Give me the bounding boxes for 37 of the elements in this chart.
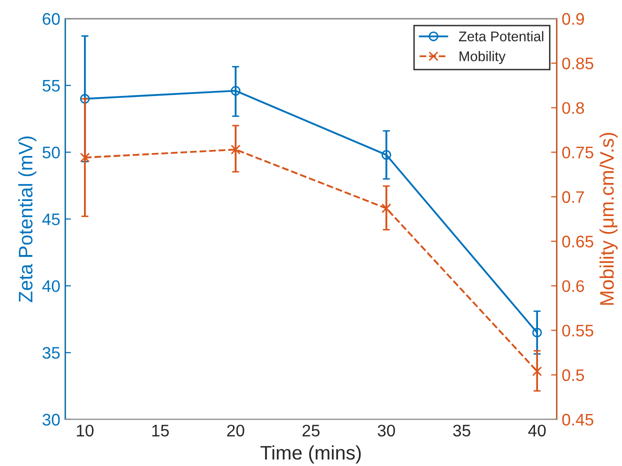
x-tick-label: 15 [152, 424, 169, 437]
y-tick-label: 30 [42, 414, 60, 426]
x-tick-label: 40 [528, 424, 546, 437]
point [230, 144, 240, 154]
y2-tick-label: 0.65 [562, 236, 594, 248]
point [382, 203, 392, 214]
y2-tick-label: 0.55 [562, 324, 594, 337]
y2-axis-title: Mobility (μm.cm/V.s) [600, 132, 618, 305]
y2-tick-label: 0.6 [562, 280, 584, 292]
y2-tick-label: 0.8 [562, 102, 584, 114]
y-tick-label: 55 [42, 80, 60, 92]
point [532, 366, 542, 376]
y-tick-label: 40 [42, 280, 60, 292]
legend-label: Zeta Potential [458, 31, 544, 42]
y2-tick-label: 0.85 [562, 58, 594, 70]
y-tick-label: 45 [42, 214, 60, 226]
y2-tick-label: 0.45 [562, 414, 594, 426]
x-tick-label: 25 [302, 424, 320, 437]
y2-tick-label: 0.9 [562, 13, 584, 25]
y2-tick-label: 0.7 [562, 191, 584, 203]
legend-label: Mobility [460, 51, 506, 64]
point [80, 94, 90, 104]
x-axis-title: Time (mins) [260, 445, 361, 464]
point [382, 150, 392, 160]
x-tick-label: 10 [76, 424, 94, 437]
x-tick-label: 20 [227, 424, 244, 437]
y-tick-label: 50 [42, 146, 60, 158]
point [532, 328, 542, 338]
y2-tick-label: 0.5 [562, 369, 584, 382]
x-tick-label: 30 [378, 424, 395, 437]
point [80, 152, 90, 162]
x-tick-label: 35 [453, 424, 470, 437]
y2-tick-label: 0.75 [562, 146, 594, 158]
y-tick-label: 35 [42, 347, 60, 359]
point [230, 86, 240, 96]
y-tick-label: 60 [42, 13, 60, 25]
y-axis-title: Zeta Potential (mV) [18, 136, 36, 302]
